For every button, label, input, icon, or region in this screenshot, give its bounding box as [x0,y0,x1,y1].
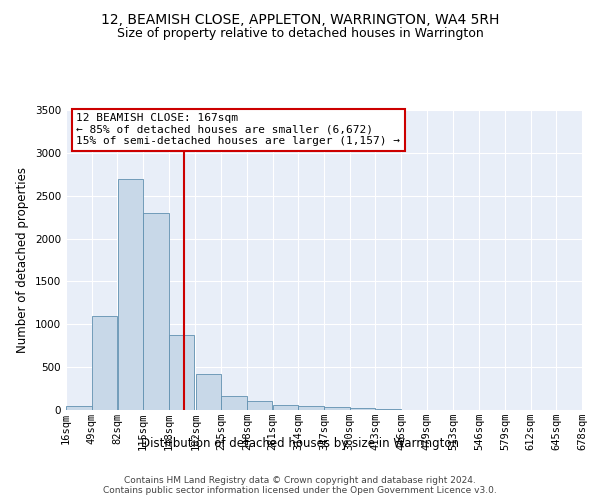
Bar [118,178,143,410]
Bar [92,316,118,410]
Text: Contains HM Land Registry data © Crown copyright and database right 2024.
Contai: Contains HM Land Registry data © Crown c… [103,476,497,495]
Bar [272,405,298,410]
Text: Distribution of detached houses by size in Warrington: Distribution of detached houses by size … [141,438,459,450]
Bar [324,408,350,410]
Bar [169,334,194,410]
Bar [350,408,376,410]
Y-axis label: Number of detached properties: Number of detached properties [16,167,29,353]
Text: 12 BEAMISH CLOSE: 167sqm
← 85% of detached houses are smaller (6,672)
15% of sem: 12 BEAMISH CLOSE: 167sqm ← 85% of detach… [76,113,400,146]
Text: Size of property relative to detached houses in Warrington: Size of property relative to detached ho… [116,28,484,40]
Bar [298,406,324,410]
Bar [247,402,272,410]
Bar [66,406,92,410]
Text: 12, BEAMISH CLOSE, APPLETON, WARRINGTON, WA4 5RH: 12, BEAMISH CLOSE, APPLETON, WARRINGTON,… [101,12,499,26]
Bar [143,213,169,410]
Bar [376,409,401,410]
Bar [221,396,247,410]
Bar [196,374,221,410]
